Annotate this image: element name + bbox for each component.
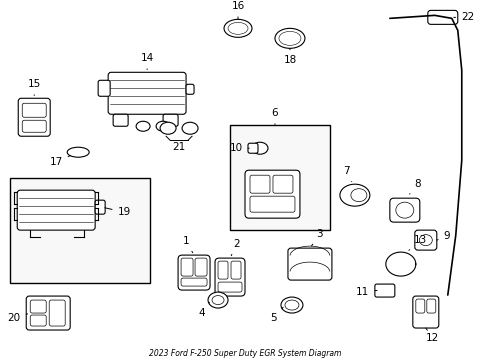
Text: 14: 14 (141, 53, 154, 69)
Text: 11: 11 (356, 287, 377, 297)
Text: 8: 8 (410, 179, 421, 194)
Text: 17: 17 (49, 156, 71, 167)
FancyBboxPatch shape (218, 261, 228, 279)
FancyBboxPatch shape (428, 10, 458, 24)
Text: 5: 5 (270, 307, 283, 323)
Text: 21: 21 (172, 142, 186, 152)
FancyBboxPatch shape (245, 170, 300, 218)
FancyBboxPatch shape (218, 282, 242, 292)
Ellipse shape (396, 202, 414, 218)
Text: 3: 3 (312, 229, 323, 246)
Text: 20: 20 (8, 313, 27, 323)
Ellipse shape (208, 292, 228, 308)
FancyBboxPatch shape (250, 175, 270, 193)
FancyBboxPatch shape (26, 296, 70, 330)
FancyBboxPatch shape (416, 299, 425, 313)
FancyBboxPatch shape (178, 255, 210, 290)
Ellipse shape (285, 300, 299, 310)
Ellipse shape (340, 184, 370, 206)
Ellipse shape (156, 121, 170, 131)
Ellipse shape (182, 122, 198, 134)
Ellipse shape (160, 122, 176, 134)
Ellipse shape (212, 296, 224, 305)
FancyBboxPatch shape (427, 299, 436, 313)
Ellipse shape (136, 121, 150, 131)
Ellipse shape (224, 19, 252, 37)
FancyBboxPatch shape (181, 278, 207, 286)
Text: 6: 6 (271, 108, 278, 125)
Text: 9: 9 (437, 231, 450, 241)
FancyBboxPatch shape (113, 114, 128, 126)
FancyBboxPatch shape (250, 196, 295, 212)
Text: 12: 12 (426, 328, 440, 343)
Text: 18: 18 (283, 48, 296, 65)
Text: 2023 Ford F-250 Super Duty EGR System Diagram: 2023 Ford F-250 Super Duty EGR System Di… (149, 348, 341, 357)
Ellipse shape (419, 235, 432, 246)
FancyBboxPatch shape (22, 103, 46, 117)
FancyBboxPatch shape (390, 198, 420, 222)
FancyBboxPatch shape (288, 248, 332, 280)
Bar (230, 125, 330, 230)
FancyBboxPatch shape (163, 114, 178, 126)
Text: 15: 15 (27, 79, 41, 95)
FancyBboxPatch shape (95, 200, 105, 214)
Text: 4: 4 (199, 302, 209, 318)
Ellipse shape (281, 297, 303, 313)
FancyBboxPatch shape (98, 80, 110, 96)
Ellipse shape (252, 142, 268, 154)
FancyBboxPatch shape (186, 84, 194, 94)
FancyBboxPatch shape (18, 98, 50, 136)
Text: 19: 19 (105, 207, 131, 217)
Bar (10, 178, 150, 283)
Text: 16: 16 (231, 1, 245, 19)
FancyBboxPatch shape (231, 261, 241, 279)
FancyBboxPatch shape (375, 284, 395, 297)
Text: 1: 1 (183, 236, 193, 253)
FancyBboxPatch shape (248, 143, 258, 153)
Text: 7: 7 (343, 166, 352, 182)
FancyBboxPatch shape (108, 72, 186, 114)
Ellipse shape (228, 22, 248, 34)
Ellipse shape (279, 31, 301, 45)
FancyBboxPatch shape (22, 120, 46, 132)
Ellipse shape (275, 28, 305, 48)
FancyBboxPatch shape (30, 315, 46, 326)
FancyBboxPatch shape (181, 258, 193, 276)
Text: 2: 2 (231, 239, 240, 256)
FancyBboxPatch shape (415, 230, 437, 250)
Ellipse shape (351, 189, 367, 202)
FancyBboxPatch shape (30, 300, 46, 313)
Ellipse shape (67, 147, 89, 157)
FancyBboxPatch shape (17, 190, 95, 230)
Text: 13: 13 (409, 235, 427, 250)
Text: 22: 22 (454, 12, 474, 22)
FancyBboxPatch shape (273, 175, 293, 193)
FancyBboxPatch shape (195, 258, 207, 276)
FancyBboxPatch shape (413, 296, 439, 328)
FancyBboxPatch shape (215, 258, 245, 296)
FancyBboxPatch shape (49, 300, 65, 326)
Text: 10: 10 (229, 143, 249, 153)
